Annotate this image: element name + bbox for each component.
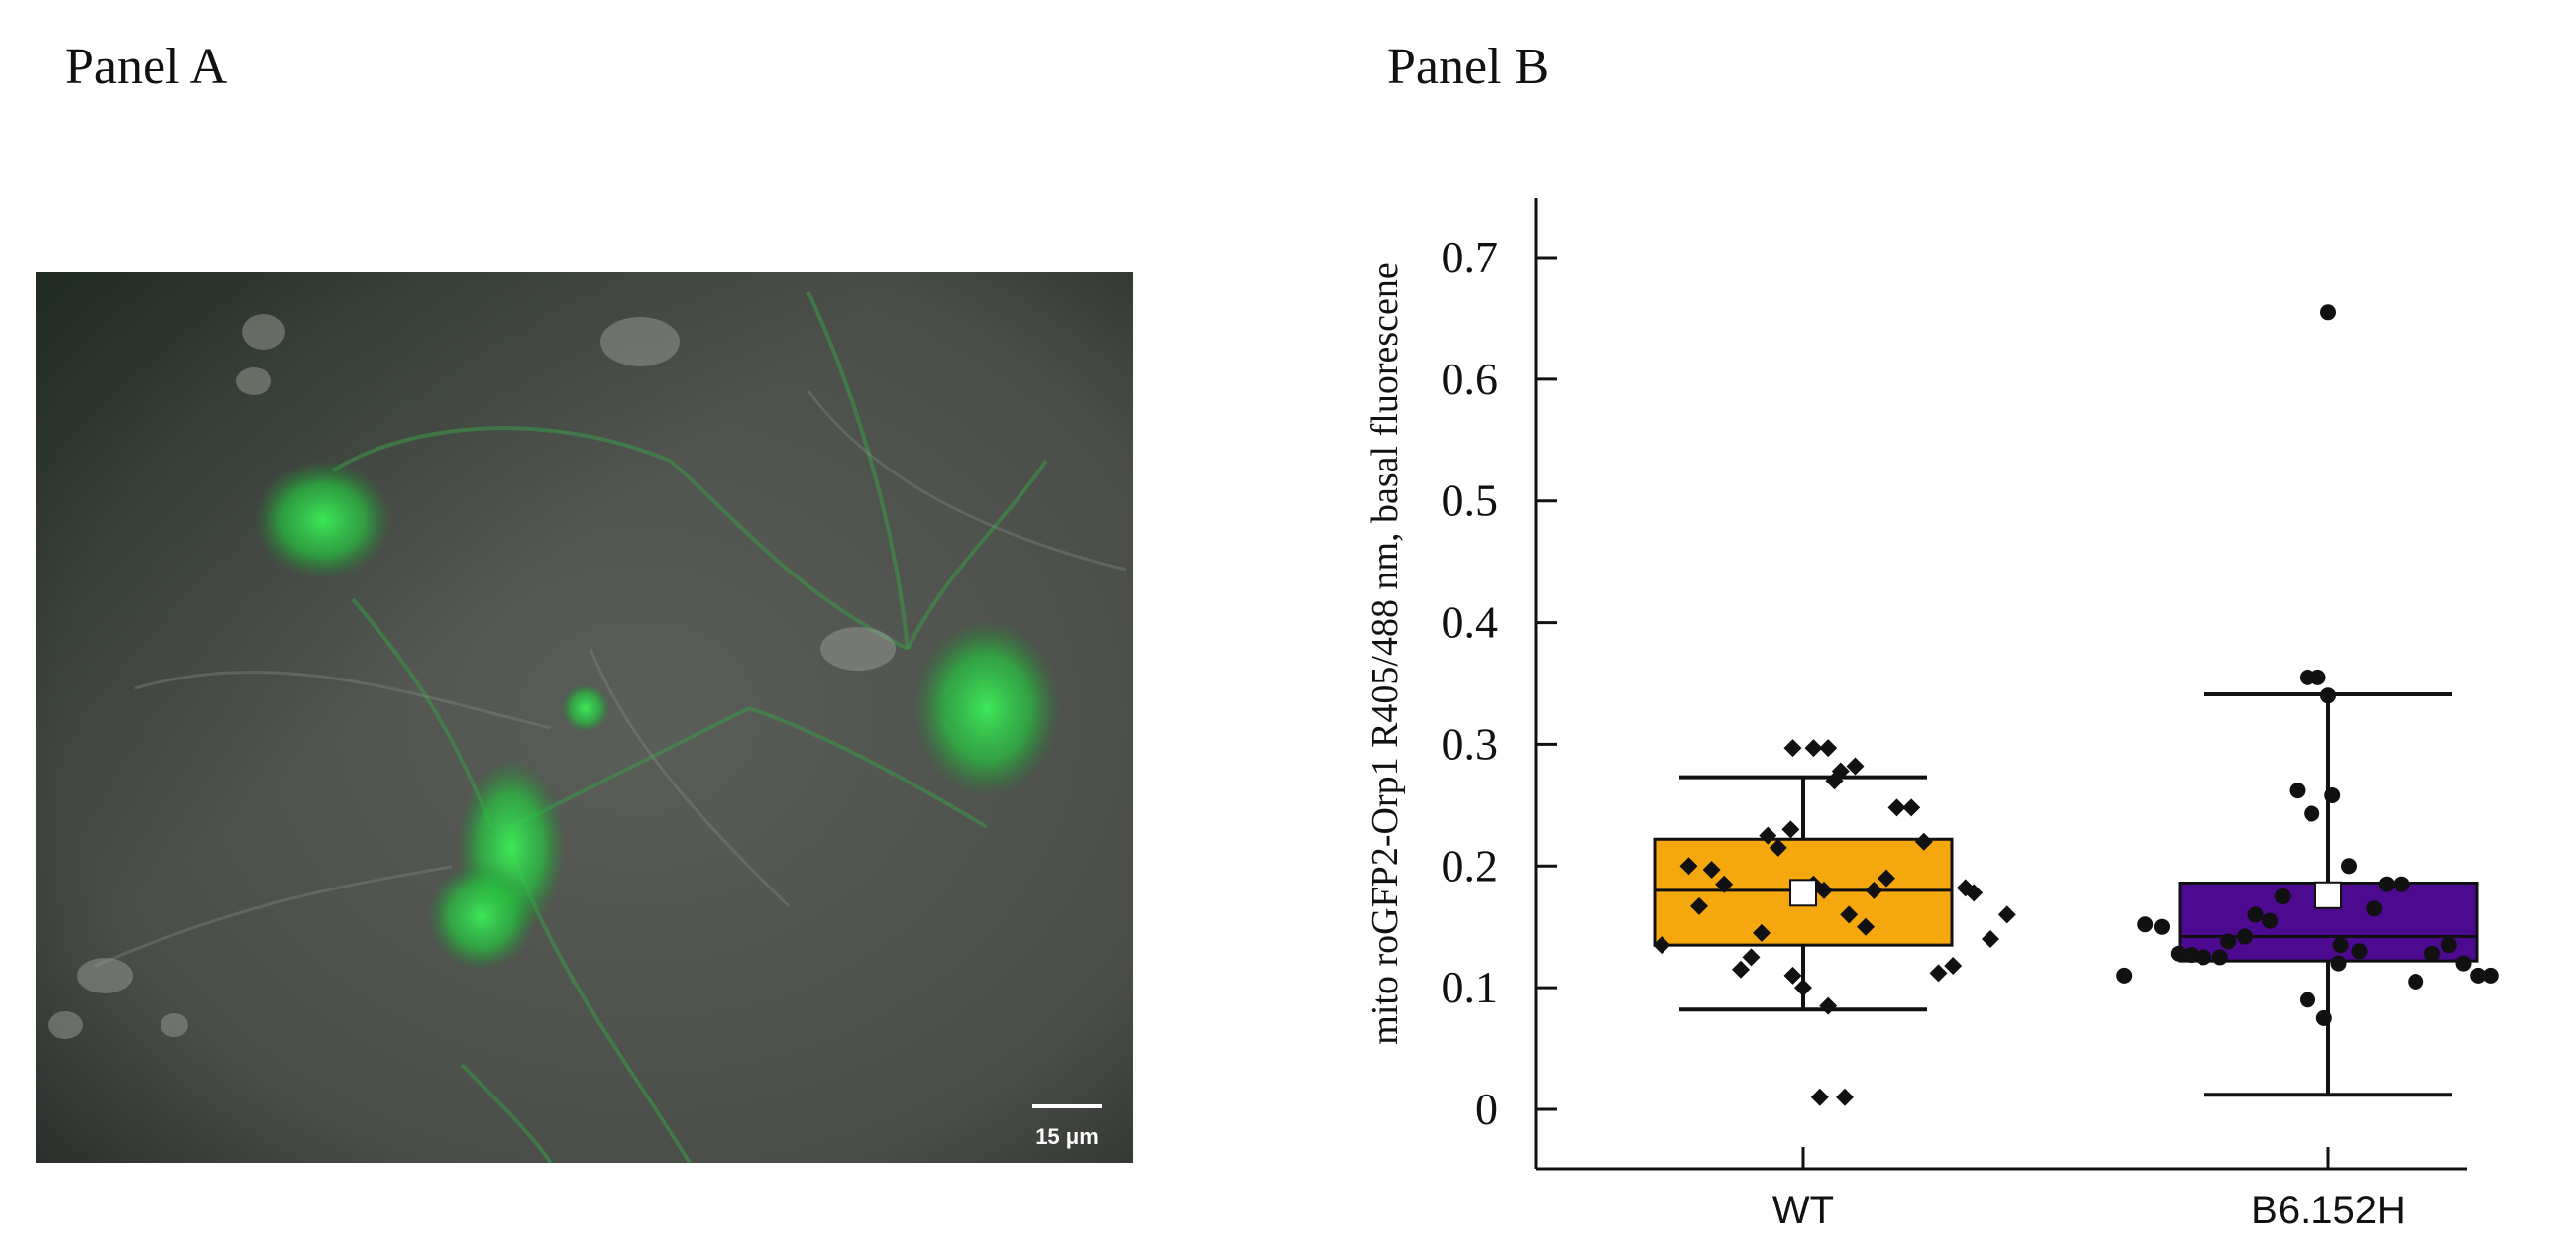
mean-marker	[1789, 879, 1817, 907]
data-point	[1653, 936, 1671, 955]
data-point	[1846, 757, 1865, 776]
data-point	[2320, 687, 2336, 704]
data-point	[2440, 937, 2457, 954]
green-cell-2	[912, 619, 1061, 797]
data-point	[2300, 992, 2315, 1008]
x-category-label: B6.152H	[2251, 1189, 2406, 1232]
data-point	[2393, 876, 2410, 892]
data-point	[2482, 967, 2499, 984]
data-point	[1956, 879, 1975, 897]
data-point	[2289, 783, 2306, 799]
data-point	[1982, 930, 1999, 948]
y-tick-label: 0.4	[1442, 597, 1499, 648]
data-point	[1804, 739, 1823, 758]
data-point	[1742, 948, 1761, 967]
data-point	[1819, 996, 1838, 1015]
y-tick-label: 0.1	[1442, 962, 1499, 1012]
scale-bar-label: 15 μm	[1035, 1124, 1099, 1149]
data-point	[1810, 1088, 1829, 1106]
data-point	[2424, 945, 2440, 962]
y-axis-title: mito roGFP2-Orp1 R405/488 nm, basal fluo…	[1364, 262, 1406, 1044]
data-point	[2116, 967, 2133, 984]
box-plot-chart: 0 0.1 0.2 0.3 0.4 0.5 0.6 0.7 mito roGFP2-Orp1 R…	[1364, 198, 2499, 1232]
data-point	[2262, 912, 2279, 929]
y-tick-label: 0.6	[1442, 354, 1499, 404]
data-point	[1836, 1088, 1854, 1106]
green-cell-4	[427, 862, 536, 971]
data-point	[1759, 826, 1777, 845]
gray-neurites	[94, 390, 1127, 968]
data-point	[1825, 772, 1844, 790]
data-point	[2220, 933, 2237, 950]
data-point	[1878, 869, 1895, 888]
y-tick-label: 0.5	[1442, 475, 1499, 526]
green-cell-5	[561, 683, 610, 733]
data-point	[2237, 928, 2253, 945]
mean-marker	[2314, 881, 2342, 909]
debris	[48, 314, 896, 1039]
data-point	[2455, 955, 2472, 972]
data-point	[1679, 857, 1698, 876]
data-point	[1819, 739, 1838, 758]
data-point	[1902, 798, 1921, 817]
data-point	[2351, 943, 2368, 960]
data-point	[1783, 966, 1802, 985]
data-point	[1997, 905, 2016, 924]
box-wt	[1653, 837, 1954, 947]
data-point	[1944, 957, 1963, 976]
y-tick-label: 0.3	[1442, 718, 1499, 769]
data-point	[2196, 949, 2211, 966]
panel-a-label: Panel A	[65, 39, 228, 95]
panel-b-label: Panel B	[1387, 39, 1550, 95]
data-point	[1783, 739, 1802, 758]
scale-bar	[1032, 1104, 1102, 1108]
data-point	[1715, 875, 1734, 893]
data-point	[2154, 918, 2170, 935]
data-point	[1840, 905, 1859, 924]
data-point	[2211, 949, 2228, 966]
data-point	[1769, 838, 1787, 857]
green-cell-1	[254, 461, 392, 579]
data-point	[1690, 896, 1708, 915]
y-tick-label: 0	[1475, 1084, 1498, 1134]
data-point	[2324, 787, 2341, 804]
data-point	[1753, 923, 1771, 942]
data-point	[2183, 946, 2200, 963]
data-point	[1865, 881, 1883, 899]
data-point	[2332, 937, 2349, 954]
data-point	[2304, 805, 2320, 822]
data-point	[1815, 881, 1833, 899]
data-point	[2137, 916, 2154, 933]
data-point	[1732, 960, 1750, 979]
data-point	[1794, 979, 1812, 997]
data-point	[2341, 858, 2357, 875]
data-point	[1702, 860, 1721, 879]
data-point	[1965, 884, 1984, 902]
data-point	[2247, 906, 2264, 923]
data-point	[1914, 832, 1933, 851]
data-point	[2170, 945, 2187, 962]
y-tick-label: 0.2	[1442, 840, 1499, 890]
data-point	[2330, 955, 2347, 972]
data-point	[1929, 964, 1948, 983]
data-point	[2408, 974, 2424, 990]
data-point	[1857, 917, 1875, 936]
data-point	[2378, 876, 2395, 892]
data-point	[2274, 888, 2291, 904]
data-point	[2315, 1009, 2332, 1026]
y-tick-label: 0.7	[1442, 232, 1499, 282]
data-point	[2470, 967, 2487, 984]
data-point	[2320, 304, 2336, 321]
x-category-label: WT	[1772, 1189, 1834, 1232]
data-point	[1887, 798, 1906, 817]
data-point	[2366, 900, 2383, 917]
data-point	[1781, 820, 1800, 839]
fluorescence-micrograph: 15 μm	[36, 272, 1133, 1163]
data-point	[2309, 669, 2326, 685]
